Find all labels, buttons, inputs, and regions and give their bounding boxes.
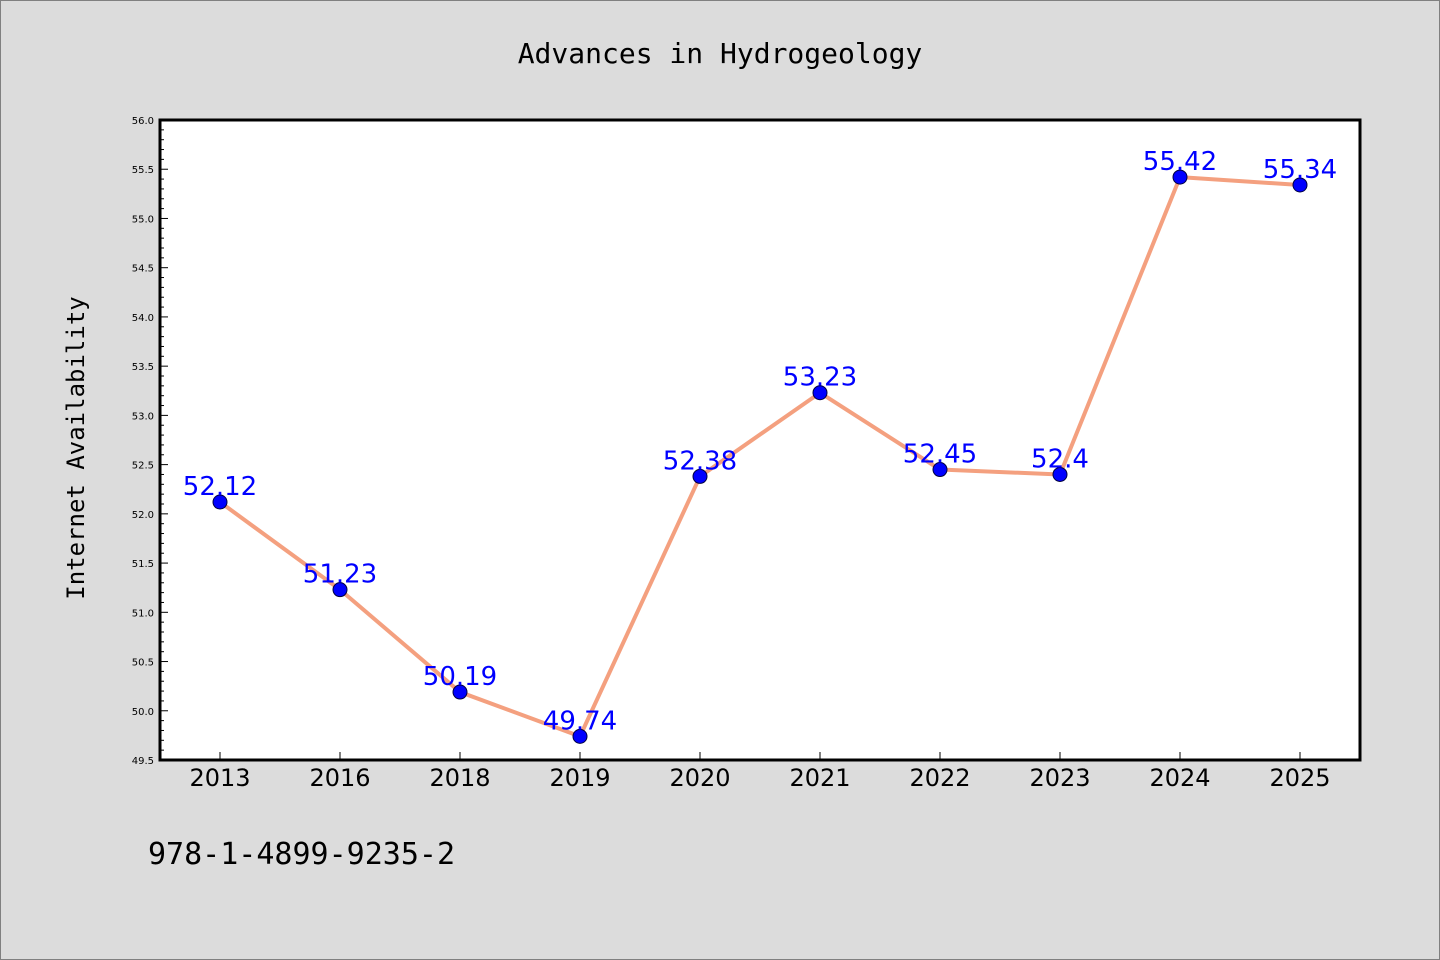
data-label: 50.19 [423, 662, 497, 692]
data-label: 55.42 [1143, 147, 1217, 177]
y-tick-label: 50.0 [132, 707, 154, 718]
data-point [212, 494, 228, 510]
data-label: 51.23 [303, 560, 377, 590]
data-label: 52.12 [183, 472, 257, 502]
x-tick-label: 2023 [1029, 764, 1090, 792]
data-point [332, 582, 348, 598]
y-tick-label: 53.0 [132, 411, 154, 422]
y-tick-label: 54.5 [132, 264, 154, 275]
data-point [1292, 177, 1308, 193]
y-tick-label: 52.0 [132, 510, 154, 521]
x-tick-label: 2021 [789, 764, 850, 792]
y-tick-label: 54.0 [132, 313, 154, 324]
data-labels: 52.12 51.23 50.19 49.74 52.38 53.23 52.45 52.4 5… [183, 147, 1337, 736]
x-tick-label: 2018 [429, 764, 490, 792]
data-point [572, 728, 588, 744]
x-tick-label: 2022 [909, 764, 970, 792]
data-point [812, 385, 828, 401]
x-tick-label: 2025 [1269, 764, 1330, 792]
data-point [932, 462, 948, 478]
y-tick-label: 55.5 [132, 165, 154, 176]
x-tick-label: 2024 [1149, 764, 1210, 792]
y-axis-ticks: 49.5 50.0 50.5 51.0 51.5 52.0 52.5 53.0 53.5 54.0… [132, 116, 168, 767]
y-tick-label: 56.0 [132, 116, 154, 127]
x-axis-ticks: 2013 2016 2018 2019 2020 2021 2022 2023 2024 2025 [189, 752, 1331, 792]
x-tick-label: 2019 [549, 764, 610, 792]
y-tick-label: 52.5 [132, 461, 154, 472]
y-tick-label: 50.5 [132, 658, 154, 669]
data-point [692, 468, 708, 484]
data-point [1052, 466, 1068, 482]
x-tick-label: 2016 [309, 764, 370, 792]
x-tick-label: 2020 [669, 764, 730, 792]
series-line [218, 175, 1301, 739]
y-tick-label: 55.0 [132, 214, 154, 225]
y-axis-label: Internet Availability [62, 296, 90, 599]
data-label: 53.23 [783, 363, 857, 393]
y-tick-label: 49.5 [132, 756, 154, 767]
data-point [452, 684, 468, 700]
plot-area [158, 118, 1362, 762]
y-tick-label: 51.0 [132, 608, 154, 619]
data-label: 52.45 [903, 440, 977, 470]
x-tick-label: 2013 [189, 764, 250, 792]
y-tick-label: 51.5 [132, 559, 154, 570]
data-markers [212, 169, 1308, 744]
y-tick-label: 53.5 [132, 362, 154, 373]
data-label: 55.34 [1263, 155, 1337, 185]
isbn-text: 978-1-4899-9235-2 [148, 837, 455, 872]
data-label: 49.74 [543, 706, 617, 736]
chart-title: Advances in Hydrogeology [518, 37, 923, 70]
data-point [1172, 169, 1188, 185]
data-label: 52.38 [663, 446, 737, 476]
data-label: 52.4 [1031, 444, 1089, 474]
